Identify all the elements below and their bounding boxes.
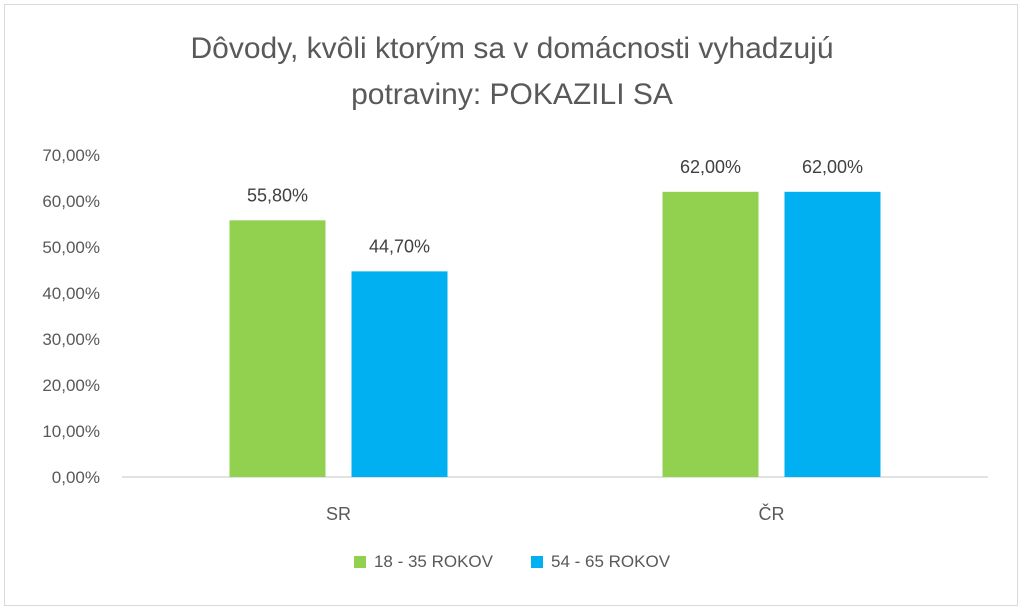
legend-label-series-2: 54 - 65 ROKOV — [551, 552, 671, 571]
y-tick-label: 40,00% — [42, 284, 100, 303]
data-label: 62,00% — [802, 157, 863, 177]
data-label: 62,00% — [680, 157, 741, 177]
chart-title: Dôvody, kvôli ktorým sa v domácnosti vyh… — [0, 26, 1024, 118]
y-tick-label: 20,00% — [42, 376, 100, 395]
y-tick-label: 30,00% — [42, 330, 100, 349]
data-label: 55,80% — [247, 185, 308, 205]
legend-label-series-1: 18 - 35 ROKOV — [373, 552, 493, 571]
x-tick-label: SR — [326, 504, 351, 524]
data-label: 44,70% — [369, 236, 430, 256]
bar-1-2 — [662, 191, 759, 478]
y-tick-label: 70,00% — [42, 146, 100, 165]
legend-item-series-2: 54 - 65 ROKOV — [531, 552, 670, 572]
chart-title-line-1: Dôvody, kvôli ktorým sa v domácnosti vyh… — [190, 32, 834, 65]
y-tick-label: 60,00% — [42, 192, 100, 211]
y-tick-label: 50,00% — [42, 238, 100, 257]
chart-legend: 18 - 35 ROKOV 54 - 65 ROKOV — [0, 552, 1024, 572]
bar-2-2 — [784, 191, 881, 478]
y-tick-label: 0,00% — [52, 468, 100, 487]
legend-swatch-series-2 — [531, 556, 543, 568]
legend-swatch-series-1 — [353, 556, 366, 568]
bar-2-1 — [351, 271, 448, 477]
legend-item-series-1: 18 - 35 ROKOV — [353, 552, 493, 572]
x-tick-label: ČR — [759, 503, 785, 524]
bar-1-1 — [229, 220, 326, 477]
y-tick-label: 10,00% — [42, 422, 100, 441]
chart-title-line-2: potraviny: POKAZILI SA — [351, 78, 673, 111]
